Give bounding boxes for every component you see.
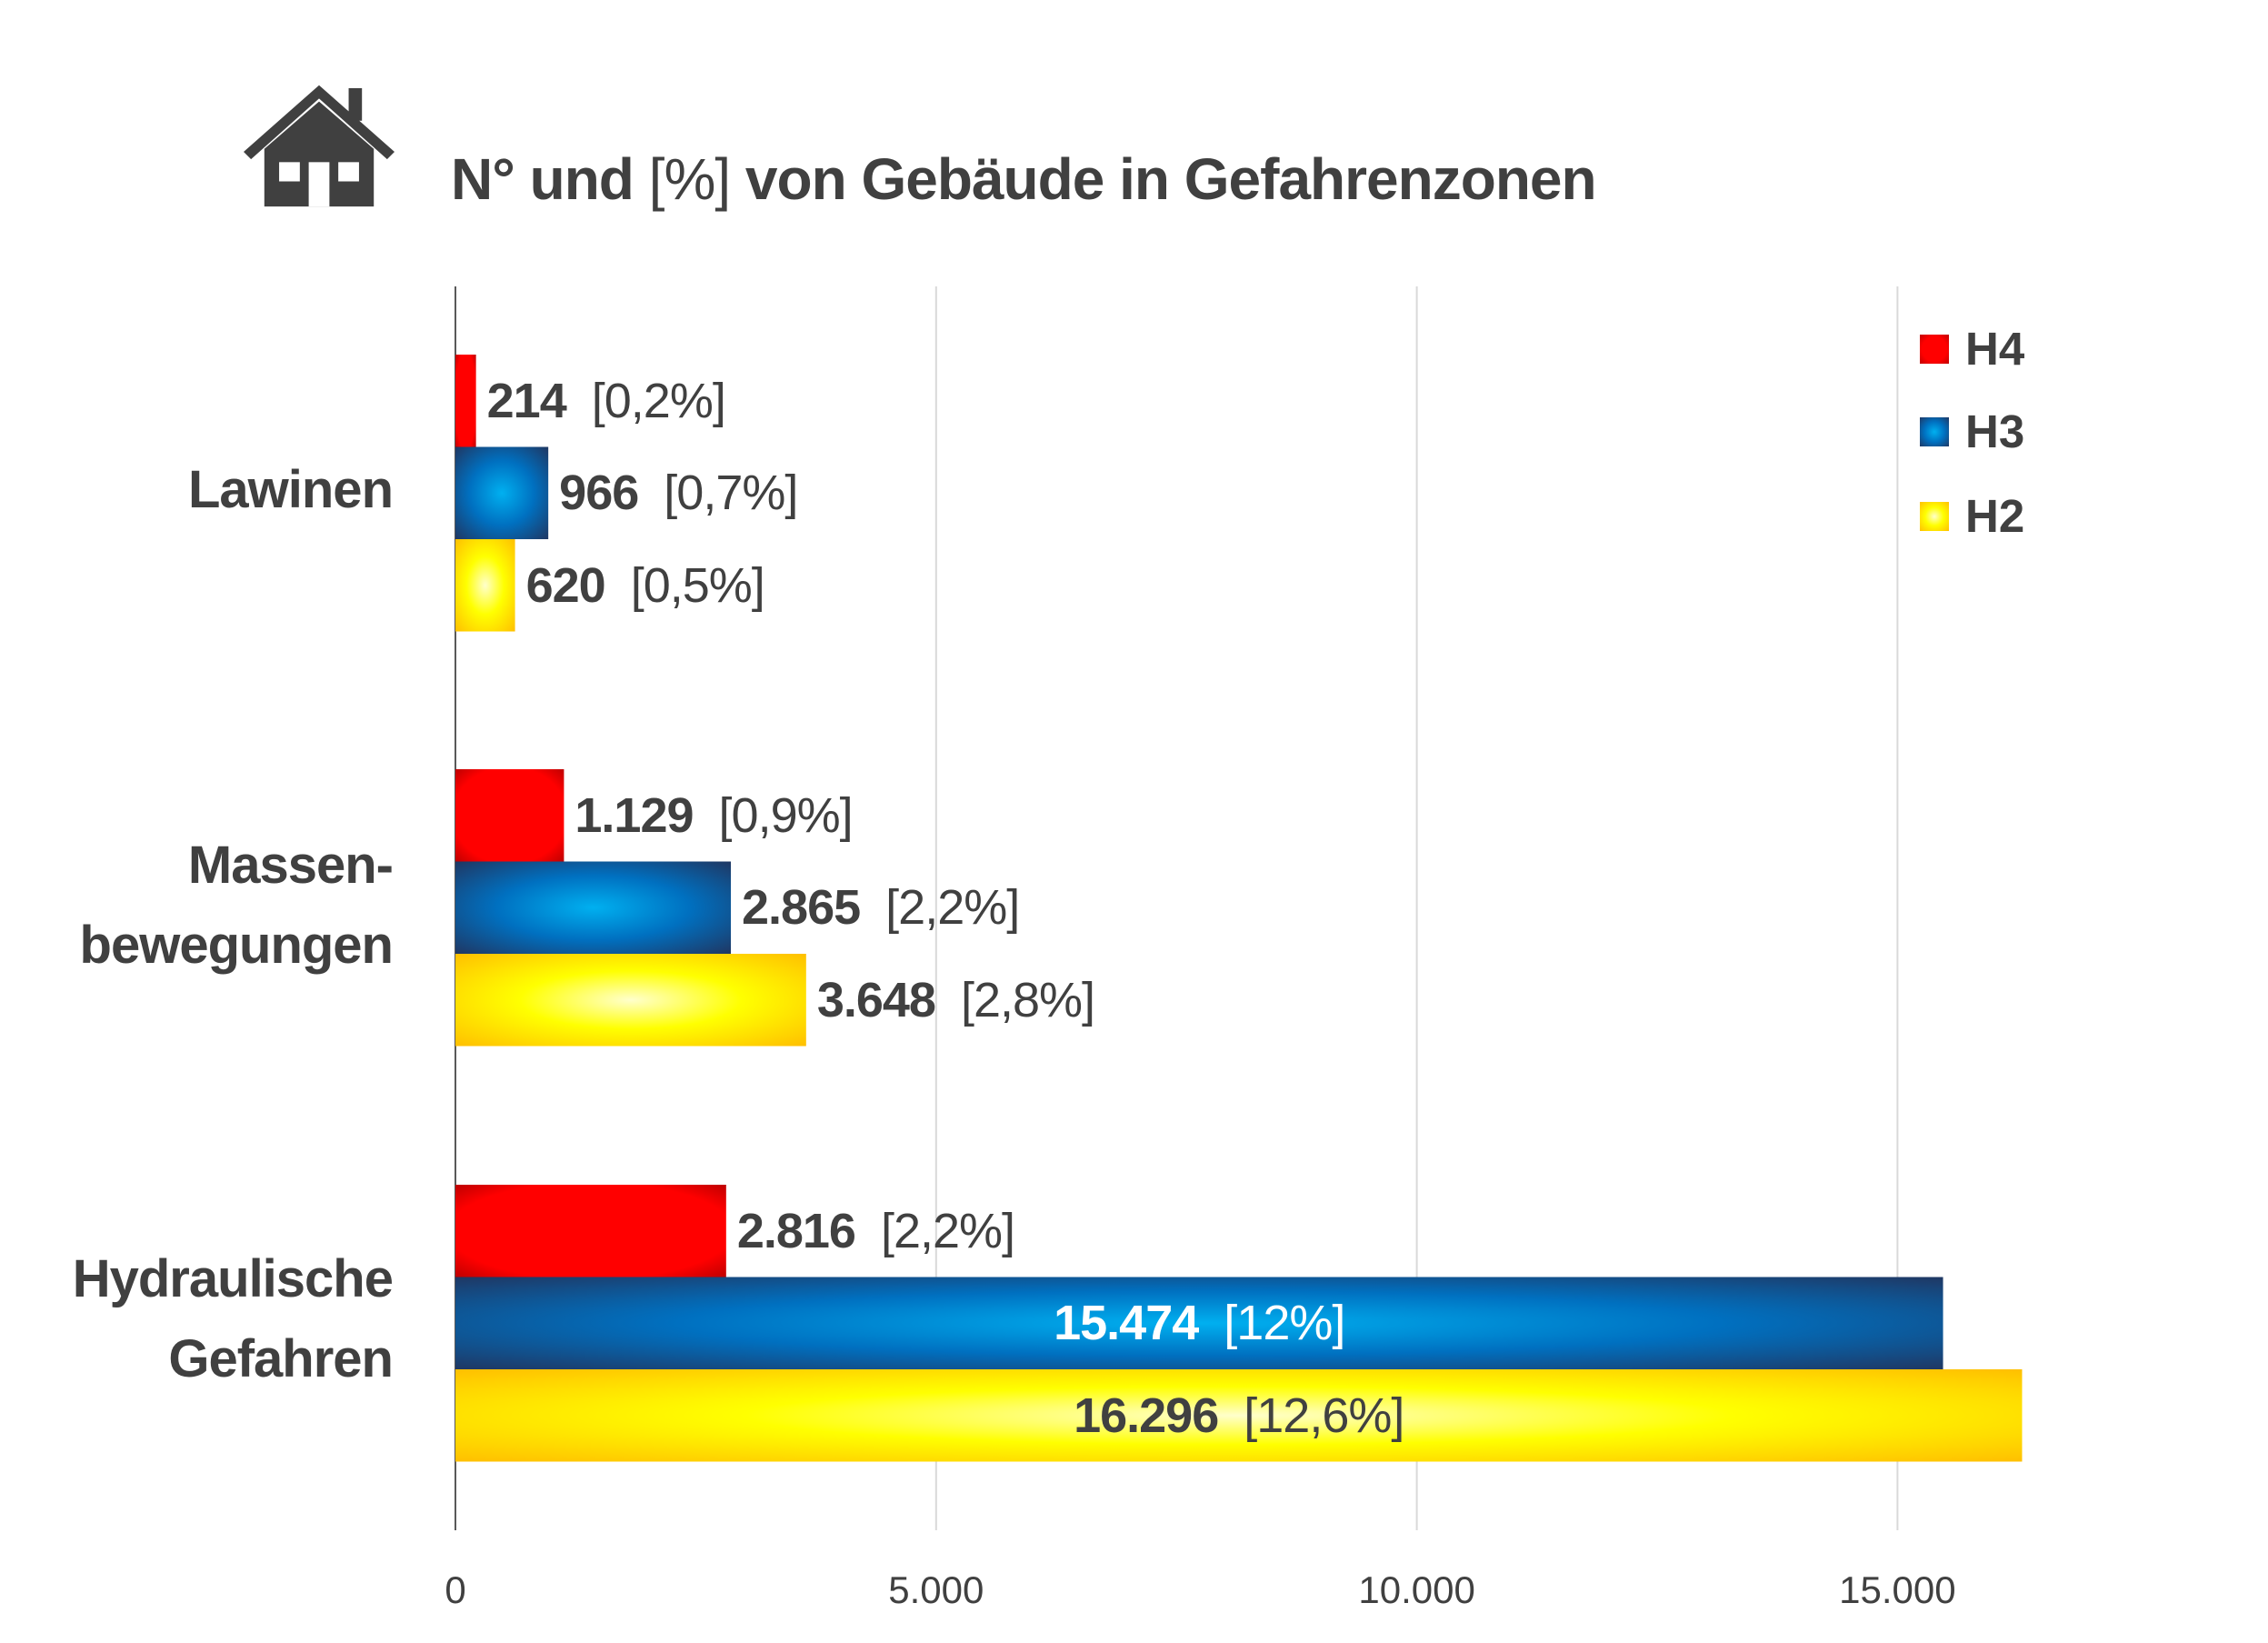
bar-h4 <box>455 355 476 447</box>
data-label-value: 3.648 <box>816 972 936 1027</box>
data-label-value: 214 <box>486 373 567 428</box>
x-tick-label: 15.000 <box>1839 1568 1956 1611</box>
legend-swatch <box>1920 416 1949 446</box>
data-label-percent: [2,2%] <box>880 1203 1015 1258</box>
category-label: Lawinen <box>187 450 394 530</box>
data-label-percent: [0,2%] <box>591 373 726 428</box>
data-label-value: 620 <box>525 557 606 613</box>
title-part: [%] <box>648 146 731 212</box>
data-label-percent: [0,5%] <box>630 557 765 613</box>
legend-item-h3: H3 <box>1920 405 2024 458</box>
data-label-percent: [12,6%] <box>1244 1388 1404 1443</box>
legend-item-h4: H4 <box>1920 322 2024 376</box>
data-label: 1.129 [0,9%] <box>574 787 854 844</box>
data-label-percent: [0,9%] <box>718 787 854 843</box>
data-label-value: 2.865 <box>742 880 861 936</box>
data-label-value: 15.474 <box>1054 1296 1199 1351</box>
x-tick-label: 0 <box>445 1568 466 1611</box>
data-label: 214 [0,2%] <box>486 373 726 429</box>
bar-h3 <box>455 861 732 954</box>
legend-swatch <box>1920 501 1949 531</box>
data-label-percent: [2,8%] <box>960 972 1095 1027</box>
bar-h2 <box>455 954 806 1047</box>
data-label-value: 2.816 <box>736 1203 856 1258</box>
bar-h3 <box>455 1277 1943 1369</box>
legend-item-h2: H2 <box>1920 489 2024 543</box>
data-label: 15.474 [12%] <box>1054 1295 1345 1351</box>
x-tick-label: 10.000 <box>1358 1568 1475 1611</box>
category-label-line: Massen- <box>187 836 394 895</box>
title-part: von Gebäude in Gefahrenzonen <box>730 146 1597 212</box>
data-label: 3.648 [2,8%] <box>816 972 1095 1028</box>
bar-h2 <box>455 1369 2023 1462</box>
category-label: Massen-bewegungen <box>79 826 394 986</box>
data-label-percent: [12%] <box>1224 1296 1345 1351</box>
data-label: 2.865 [2,2%] <box>742 879 1020 936</box>
data-label-percent: [2,2%] <box>885 880 1020 936</box>
chart-title: N° und [%] von Gebäude in Gefahrenzonen <box>451 145 1597 213</box>
data-label-value: 16.296 <box>1074 1388 1219 1443</box>
house-icon <box>244 85 395 207</box>
bar-h2 <box>455 539 515 632</box>
data-label-value: 1.129 <box>574 787 694 843</box>
category-label-line: bewegungen <box>79 916 394 975</box>
data-label-value: 966 <box>559 466 639 521</box>
legend-label: H3 <box>1965 406 2025 457</box>
legend-label: H4 <box>1965 323 2025 375</box>
bar-h4 <box>455 1185 726 1277</box>
legend-label: H2 <box>1965 490 2025 542</box>
bar-h4 <box>455 769 565 862</box>
bar-h3 <box>455 446 549 539</box>
legend-swatch <box>1920 334 1949 364</box>
category-label: Hydraulische Gefahren <box>72 1239 394 1399</box>
category-label-line: Gefahren <box>168 1329 394 1388</box>
category-label-line: Hydraulische <box>72 1249 394 1308</box>
title-part: N° und <box>451 146 649 212</box>
x-tick-label: 5.000 <box>888 1568 984 1611</box>
category-label-line: Lawinen <box>187 460 394 519</box>
data-label: 966 [0,7%] <box>559 465 798 521</box>
data-label: 16.296 [12,6%] <box>1074 1388 1404 1444</box>
data-label: 2.816 [2,2%] <box>736 1203 1015 1259</box>
data-label: 620 [0,5%] <box>525 557 765 614</box>
data-label-percent: [0,7%] <box>664 466 798 521</box>
